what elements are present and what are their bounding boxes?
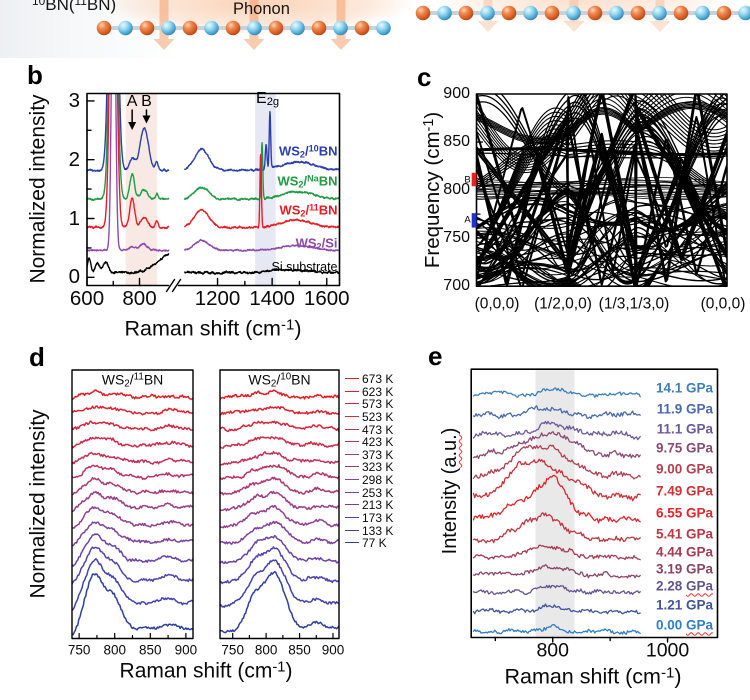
panel-d-x-tick-label: 800: [103, 642, 126, 658]
panel-e-pressure-label: 14.1 GPa: [655, 380, 713, 396]
panel-d-legend-label: 77 K: [362, 536, 387, 551]
panel-c-y-tick-label: 850: [443, 133, 470, 151]
panel-d-letter: d: [29, 342, 45, 372]
panel-b-x-tick-label: 800: [122, 286, 157, 310]
panel-b-curve-label: Si substrate: [271, 259, 338, 274]
panel-d-x-tick-label: 900: [321, 642, 345, 658]
panel-c-marker-a: A: [464, 214, 471, 226]
panel-d-legend-label: 253 K: [362, 485, 394, 500]
panel-c-marker-b: B: [464, 173, 471, 185]
panel-d-subpanel-title: WS2/10BN: [248, 371, 311, 390]
panel-d-x-tick-label: 850: [139, 642, 162, 658]
panel-d-x-tick-label: 900: [174, 642, 198, 658]
panel-d-subpanel-title: WS2/11BN: [101, 371, 164, 390]
panel-b-curve-label: WS2/11BN: [279, 201, 338, 218]
panel-d-legend-line: [345, 466, 359, 468]
panel-e-pressure-label: 4.44 GPa: [655, 544, 713, 560]
panel-e-pressure-label: 2.28 GPa: [655, 578, 713, 594]
panel-e-x-tick-label: 800: [536, 638, 569, 661]
panel-e-pressure-label: 3.19 GPa: [655, 561, 713, 577]
panel-d-legend-line: [345, 479, 359, 481]
panel-c-k-point-label: (0,0,0): [700, 294, 746, 312]
panel-d-legend-label: 523 K: [362, 409, 394, 424]
panel-d-y-axis-label: Normalized intensity: [26, 409, 50, 599]
panel-d-legend-line: [345, 529, 359, 531]
panel-c-y-tick-label: 800: [443, 181, 470, 199]
panel-b-x-axis-label: Raman shift (cm-1): [124, 315, 302, 341]
panel-c-k-point-label: (1/3,1/3,0): [598, 294, 670, 312]
panel-d-legend-line: [345, 428, 359, 430]
panel-e-pressure-label: 7.49 GPa: [655, 483, 713, 499]
panel-e-pressure-label: 9.75 GPa: [655, 440, 713, 456]
panel-c-y-tick-label: 750: [443, 229, 470, 247]
panel-d-legend-label: 423 K: [362, 435, 394, 450]
panel-d-legend-label: 373 K: [362, 447, 394, 462]
panel-e-x-axis-label: Raman shift (cm-1): [504, 663, 682, 689]
panel-c-letter: c: [417, 62, 432, 92]
panel-b-x-tick-label: 600: [69, 286, 105, 310]
panel-b-x-tick-label: 1200: [194, 286, 241, 310]
panel-b-letter: b: [27, 60, 43, 90]
panel-d-legend-line: [345, 504, 359, 506]
panel-b-annotation-b: B: [141, 93, 152, 110]
panel-d-x-tick-label: 750: [67, 642, 91, 658]
panel-d-legend-line: [345, 516, 359, 518]
panel-b-x-tick-label: 1400: [249, 286, 295, 310]
panel-c-k-point-label: (0,0,0): [474, 294, 520, 312]
panel-b-annotation-e2g: E2g: [256, 90, 280, 109]
panel-e-y-axis-label: Intensity (a.u.): [439, 427, 461, 555]
panel-d-legend-label: 573 K: [362, 397, 394, 412]
panel-d-legend-label: 173 K: [362, 510, 394, 525]
panel-b-x-tick-label: 1600: [303, 286, 350, 310]
panel-d-legend-line: [345, 390, 359, 392]
panel-b-annotation-a: A: [126, 93, 138, 110]
panel-b-y-axis-label: Normalized intensity: [26, 94, 50, 284]
panel-c-k-point-label: (1/2,0,0): [534, 294, 592, 312]
panel-d-legend-label: 623 K: [362, 384, 394, 399]
panel-b-y-tick-label: 2: [68, 147, 80, 171]
panel-c-y-tick-label: 900: [443, 85, 470, 102]
panel-d-legend-label: 323 K: [362, 460, 394, 475]
panel-d-legend-label: 473 K: [362, 422, 394, 437]
panel-d-legend-label: 133 K: [362, 523, 394, 538]
panel-b-curve-label: WS2/Si: [295, 235, 338, 252]
panel-d-legend-label: 298 K: [362, 473, 394, 488]
panel-e-pressure-label: 9.00 GPa: [655, 461, 713, 477]
panel-d-x-tick-label: 800: [254, 642, 278, 658]
panel-b-y-tick-label: 0: [68, 265, 80, 289]
panel-e-pressure-label: 11.9 GPa: [656, 401, 713, 417]
panel-b-curve-label: WS2/10BN: [278, 143, 338, 160]
panel-b-curve-label: WS2/NaBN: [277, 173, 338, 190]
panel-c-y-tick-label: 700: [443, 277, 470, 295]
panel-d-legend-label: 213 K: [362, 498, 394, 513]
panel-e-x-tick-label: 1000: [645, 638, 690, 661]
panel-e-pressure-label: 6.55 GPa: [655, 505, 713, 521]
panel-b-y-tick-label: 3: [68, 88, 80, 112]
panel-e-letter: e: [428, 341, 443, 371]
panel-d-x-axis-label: Raman shift (cm-1): [119, 659, 293, 683]
panel-d-legend-line: [345, 441, 359, 443]
panel-e-pressure-label: 11.1 GPa: [656, 421, 713, 437]
panel-c-y-axis-label: Frequency (cm-1): [420, 111, 444, 269]
panel-d-x-tick-label: 850: [288, 642, 311, 658]
panel-d-legend-label: 673 K: [362, 372, 394, 386]
panel-d-x-tick-label: 750: [221, 642, 244, 658]
panel-d-legend-line: [345, 542, 359, 544]
panel-b-y-tick-label: 1: [68, 206, 80, 230]
panel-e-pressure-label: 5.41 GPa: [655, 526, 713, 542]
panel-d-legend-line: [345, 378, 359, 379]
panel-d-legend-line: [345, 453, 359, 455]
panel-e-pressure-label: 0.00 GPa: [655, 617, 713, 633]
panel-d-legend-line: [345, 415, 359, 417]
panel-d-legend-line: [345, 491, 359, 493]
panel-d-legend-line: [345, 403, 359, 405]
panel-e-pressure-label: 1.21 GPa: [655, 597, 713, 613]
